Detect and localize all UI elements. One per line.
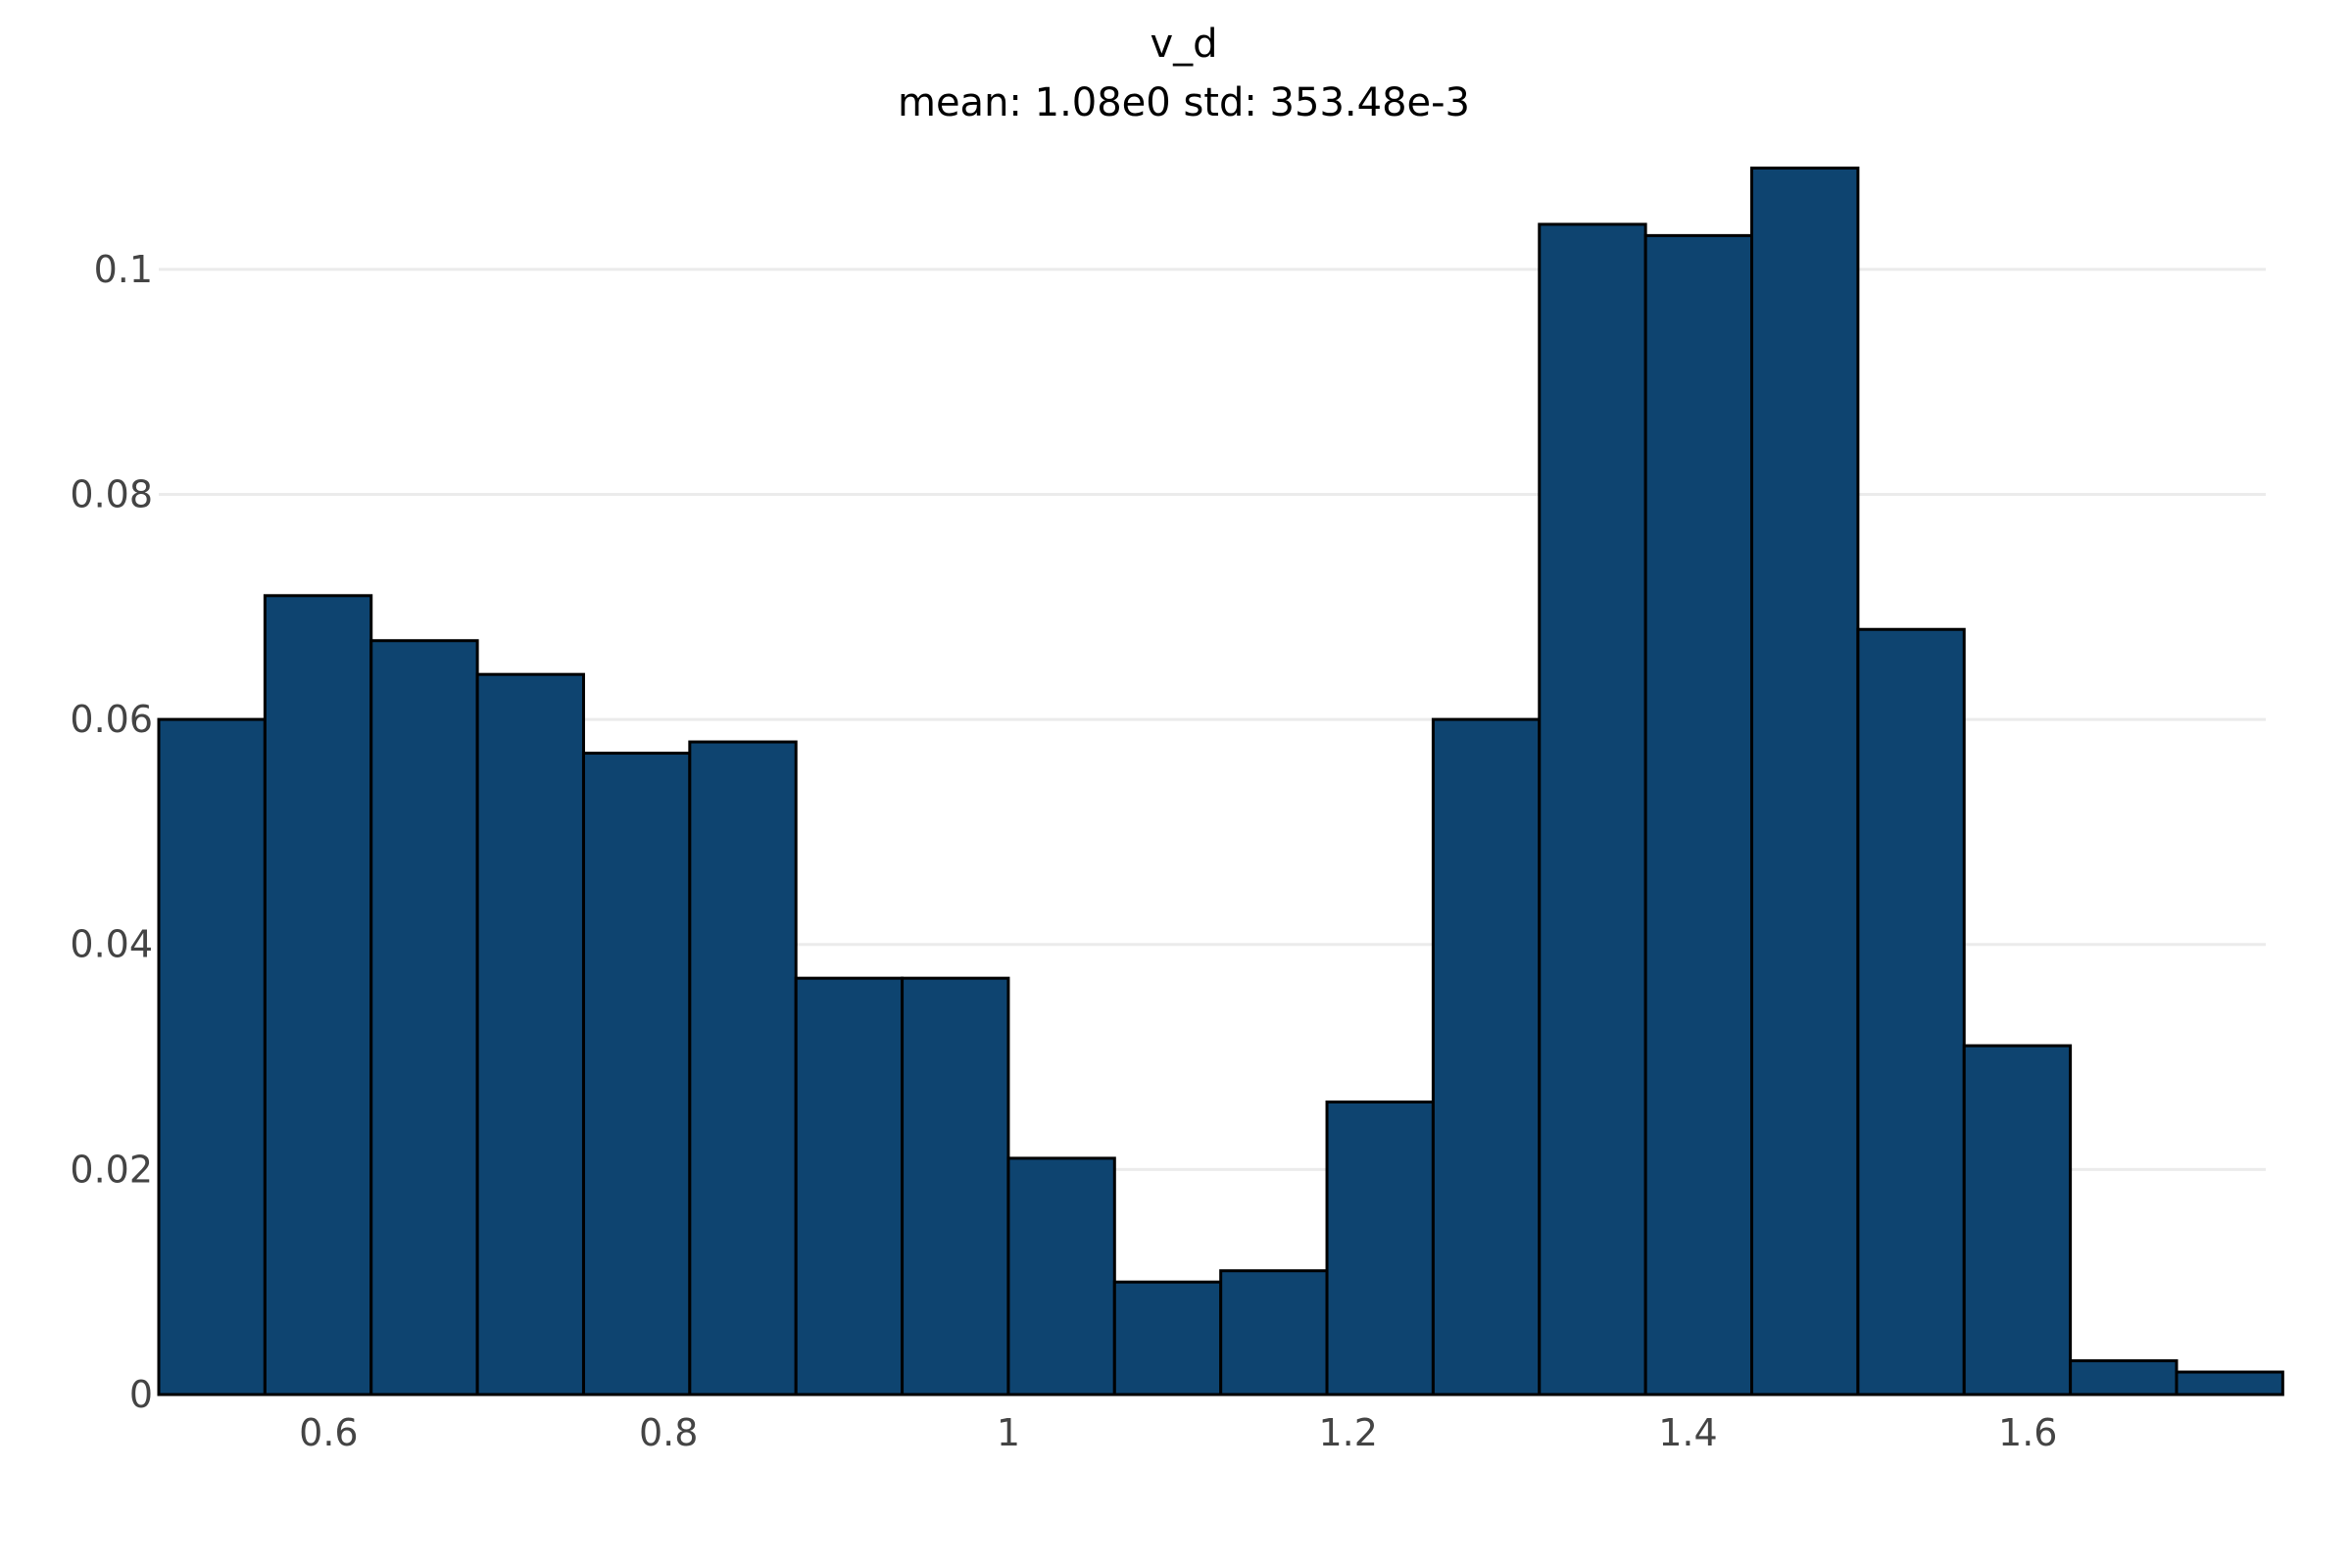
- histogram-bar-14: [1643, 233, 1754, 1396]
- histogram-bar-13: [1538, 222, 1647, 1396]
- y-tick-label-0: 0: [129, 1373, 153, 1416]
- y-axis-tick-labels: 0 0.02 0.04 0.06 0.08 0.1: [70, 248, 153, 1416]
- x-axis-tick-labels: 0.6 0.8 1 1.2 1.4 1.6: [299, 1411, 2057, 1454]
- x-tick-label-3: 1.2: [1318, 1411, 1377, 1454]
- histogram-bar-7: [901, 976, 1010, 1396]
- histogram-bar-11: [1325, 1100, 1435, 1396]
- x-tick-label-5: 1.6: [1998, 1411, 2057, 1454]
- histogram-bar-2: [369, 639, 479, 1396]
- histogram-bar-0: [157, 717, 267, 1396]
- chart-title: v_d: [1150, 22, 1217, 67]
- y-tick-label-1: 0.02: [70, 1148, 153, 1191]
- histogram-bar-8: [1006, 1156, 1116, 1396]
- x-tick-label-0: 0.6: [299, 1411, 358, 1454]
- histogram-bars: [157, 166, 2284, 1396]
- histogram-bar-6: [794, 976, 905, 1396]
- x-tick-label-1: 0.8: [639, 1411, 698, 1454]
- x-tick-label-2: 1: [997, 1411, 1020, 1454]
- y-tick-label-2: 0.04: [70, 923, 153, 966]
- y-tick-label-3: 0.06: [70, 698, 153, 741]
- histogram-bar-17: [1962, 1044, 2073, 1396]
- histogram-bar-9: [1112, 1280, 1223, 1396]
- histogram-bar-12: [1431, 717, 1542, 1396]
- histogram-bar-1: [263, 594, 373, 1396]
- chart-subtitle: mean: 1.08e0 std: 353.48e-3: [898, 80, 1470, 125]
- histogram-bar-19: [2175, 1370, 2284, 1396]
- histogram-bar-5: [688, 740, 798, 1396]
- histogram-bar-18: [2069, 1359, 2179, 1396]
- histogram-bar-3: [475, 672, 585, 1396]
- y-tick-label-4: 0.08: [70, 472, 153, 515]
- histogram-bar-10: [1219, 1269, 1329, 1396]
- histogram-bar-15: [1750, 166, 1860, 1396]
- x-tick-label-4: 1.4: [1658, 1411, 1717, 1454]
- histogram-bar-16: [1856, 627, 1966, 1396]
- histogram-bar-4: [581, 752, 692, 1396]
- title-group: v_d mean: 1.08e0 std: 353.48e-3: [898, 22, 1470, 125]
- y-tick-label-5: 0.1: [94, 248, 153, 291]
